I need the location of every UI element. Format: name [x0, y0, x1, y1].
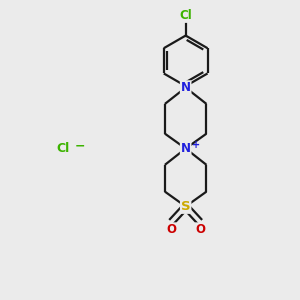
- Text: Cl: Cl: [179, 9, 192, 22]
- Text: O: O: [167, 223, 176, 236]
- Text: S: S: [181, 200, 190, 213]
- Text: Cl: Cl: [56, 142, 70, 155]
- Text: −: −: [74, 139, 85, 152]
- Text: O: O: [195, 223, 205, 236]
- Text: +: +: [192, 140, 200, 150]
- Text: N: N: [181, 81, 191, 94]
- Text: N: N: [181, 142, 191, 155]
